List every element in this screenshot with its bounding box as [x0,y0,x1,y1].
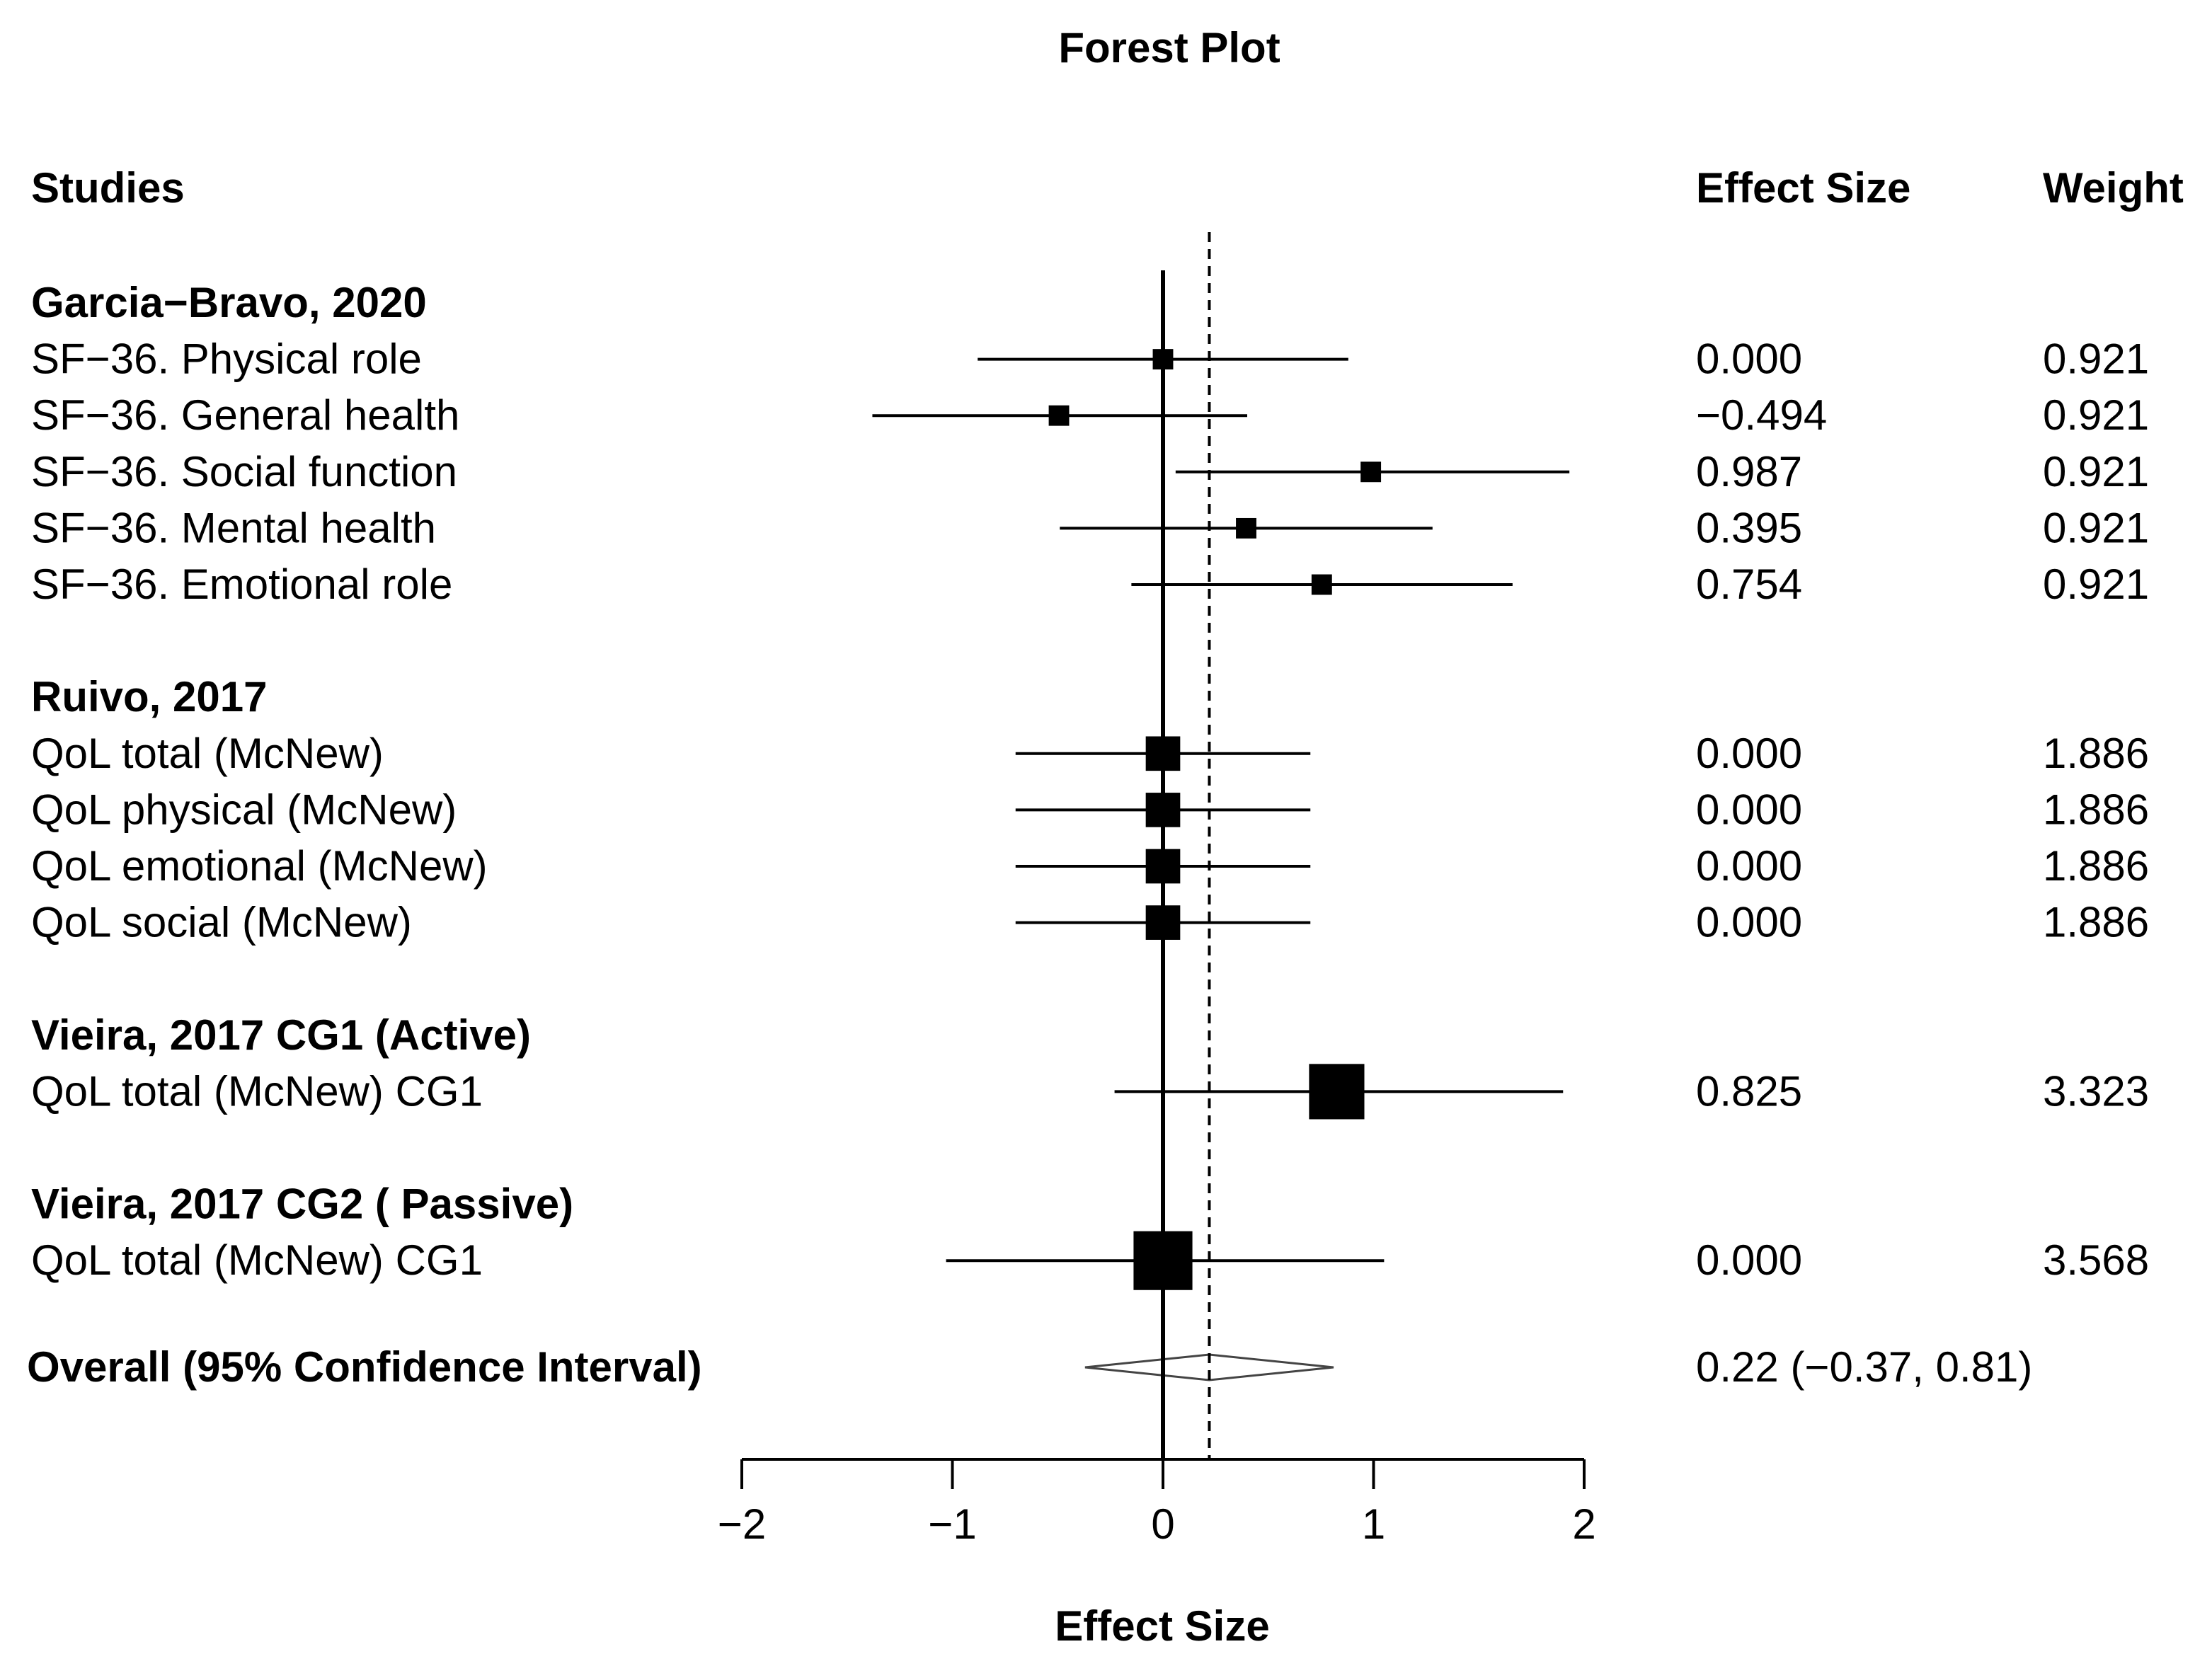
group-heading: Garcia−Bravo, 2020 [31,279,427,326]
effect-marker [1311,574,1332,595]
x-axis-tick-label: 0 [1151,1500,1174,1548]
weight-value: 0.921 [2043,561,2149,608]
study-label: QoL total (McNew) CG1 [31,1236,483,1284]
study-label: QoL emotional (McNew) [31,842,488,890]
study-label: SF−36. Social function [31,448,457,495]
effect-value: 0.000 [1696,899,1802,946]
study-label: SF−36. Emotional role [31,561,452,608]
chart-title: Forest Plot [1058,24,1280,71]
weight-value: 3.323 [2043,1067,2149,1115]
weight-value: 0.921 [2043,504,2149,551]
effect-value: 0.000 [1696,786,1802,833]
group-heading: Vieira, 2017 CG1 (Active) [31,1011,531,1059]
weight-value: 3.568 [2043,1236,2149,1284]
study-label: SF−36. Physical role [31,335,422,383]
effect-value: 0.000 [1696,1236,1802,1284]
group-heading: Ruivo, 2017 [31,673,268,720]
effect-marker [1309,1064,1365,1120]
weight-column-header: Weight [2043,164,2184,212]
effect-value: 0.825 [1696,1067,1802,1115]
study-label: QoL physical (McNew) [31,786,457,833]
effect-marker [1236,517,1256,539]
effect-value: 0.000 [1696,730,1802,777]
effect-marker [1360,461,1382,483]
overall-label: Overall (95% Confidence Interval) [27,1343,702,1391]
weight-value: 1.886 [2043,842,2149,890]
plot-marks [872,232,1570,1459]
effect-column-header: Effect Size [1696,164,1910,212]
weight-value: 1.886 [2043,730,2149,777]
study-label: QoL total (McNew) CG1 [31,1067,483,1115]
effect-value: 0.395 [1696,504,1802,551]
study-label: QoL total (McNew) [31,730,384,777]
overall-diamond [1084,1353,1334,1381]
weight-value: 0.921 [2043,335,2149,383]
effect-value: 0.987 [1696,448,1802,495]
weight-value: 1.886 [2043,786,2149,833]
study-label: SF−36. General health [31,391,459,439]
effect-marker [1048,405,1070,426]
effect-value: 0.000 [1696,335,1802,383]
x-axis-label: Effect Size [1055,1602,1269,1650]
weight-value: 0.921 [2043,448,2149,495]
study-label: QoL social (McNew) [31,899,412,946]
effect-value: 0.754 [1696,561,1802,608]
overall-estimate-text: 0.22 (−0.37, 0.81) [1696,1343,2032,1391]
study-label: SF−36. Mental health [31,504,436,551]
group-heading: Vieira, 2017 CG2 ( Passive) [31,1180,573,1228]
x-axis-tick-label: 1 [1362,1500,1385,1548]
studies-column-header: Studies [31,164,185,212]
x-axis-tick-label: −1 [928,1500,976,1548]
weight-value: 1.886 [2043,899,2149,946]
effect-value: 0.000 [1696,842,1802,890]
x-axis: −2 −1 0 1 2 [718,1458,1596,1548]
x-axis-tick-label: −2 [718,1500,766,1548]
x-axis-tick-label: 2 [1572,1500,1595,1548]
study-rows: Garcia−Bravo, 2020 SF−36. Physical role 0.… [27,279,2149,1391]
weight-value: 0.921 [2043,391,2149,439]
effect-value: −0.494 [1696,391,1827,439]
